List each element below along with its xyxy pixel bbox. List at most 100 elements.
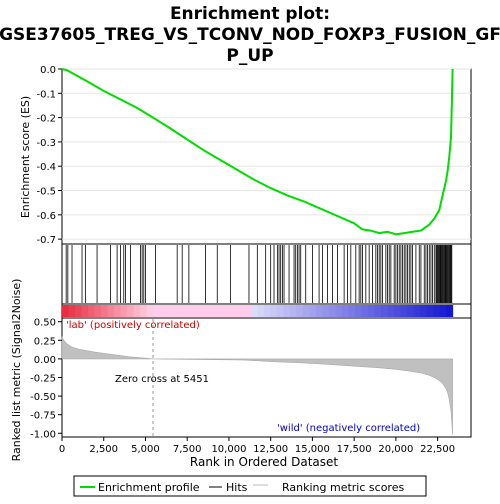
color-bar-segment <box>420 305 428 317</box>
color-bar-segment <box>446 305 454 317</box>
legend-label-ranking: Ranking metric scores <box>282 481 404 494</box>
color-bar-segment <box>322 305 330 317</box>
ranking-y-axis-label: Ranked list metric (Signal2Noise) <box>10 279 23 462</box>
color-bar-segment <box>400 305 408 317</box>
color-bar-segment <box>211 305 219 317</box>
x-axis-label: Rank in Ordered Dataset <box>190 455 338 469</box>
color-bar-segment <box>172 305 180 317</box>
color-bar-segment <box>231 305 239 317</box>
color-bar-segment <box>166 305 174 317</box>
negative-correlation-label: 'wild' (negatively correlated) <box>277 423 420 434</box>
color-bar-segment <box>296 305 304 317</box>
color-bar-segment <box>387 305 395 317</box>
ranking-metric-area <box>61 336 453 435</box>
color-bar-segment <box>133 305 141 317</box>
color-bar-segment <box>276 305 284 317</box>
positive-correlation-label: 'lab' (positively correlated) <box>66 320 200 331</box>
color-bar-segment <box>354 305 362 317</box>
es-line-layer <box>61 68 454 236</box>
legend-label-enrichment: Enrichment profile <box>98 481 200 494</box>
es-y-axis-ticks: 0.0 -0.1 -0.2 -0.3 -0.4 -0.5 -0.6 -0.7 <box>36 65 62 246</box>
es-y-tick-label: -0.3 <box>36 138 56 149</box>
zero-cross-label: Zero cross at 5451 <box>115 374 209 385</box>
color-bar-segment <box>198 305 206 317</box>
x-tick-label: 15,000 <box>295 444 330 455</box>
color-bar-segment <box>407 305 415 317</box>
color-bar-segment <box>433 305 441 317</box>
es-y-tick-label: -0.6 <box>36 211 56 222</box>
ranking-y-tick-label: 0.00 <box>34 355 56 366</box>
color-bar-segment <box>348 305 356 317</box>
color-bar-segment <box>224 305 232 317</box>
color-bar-segment <box>315 305 323 317</box>
color-bar-segment <box>94 305 102 317</box>
es-y-axis-label: Enrichment score (ES) <box>19 96 32 218</box>
color-bar-segment <box>367 305 376 317</box>
ranking-y-tick-label: -0.50 <box>30 392 56 403</box>
x-tick-label: 10,000 <box>211 444 246 455</box>
color-bar-segment <box>153 305 161 317</box>
ranking-panel-frame <box>61 317 472 438</box>
color-bar-segment <box>159 305 167 317</box>
x-axis-ticks: 0 2,500 5,000 7,500 10,000 12,500 15,000 17,500… <box>59 437 455 455</box>
x-tick-label: 0 <box>59 444 65 455</box>
color-bar-segment <box>192 305 200 317</box>
title-line-1: Enrichment plot: <box>170 4 330 24</box>
color-bar-segment <box>289 305 297 317</box>
color-bar-segment <box>361 305 369 317</box>
x-tick-label: 7,500 <box>173 444 202 455</box>
title-line-3: P_UP <box>226 46 273 66</box>
color-bar-segment <box>88 305 96 317</box>
ranking-y-tick-label: -0.75 <box>30 411 56 422</box>
color-bar-segment <box>140 305 148 317</box>
color-bar-segment <box>283 305 291 317</box>
color-bar-segment <box>244 305 252 317</box>
x-tick-label: 20,000 <box>378 444 413 455</box>
color-bar-segment <box>218 305 226 317</box>
ranking-metric-layer <box>61 319 453 436</box>
es-panel-frame <box>61 68 472 245</box>
color-bar-segment <box>413 305 421 317</box>
color-bar-segment <box>107 305 115 317</box>
color-bar-segment <box>62 305 70 317</box>
color-bar-layer <box>62 305 454 317</box>
color-bar-segment <box>257 305 265 317</box>
ranking-y-tick-label: -0.25 <box>30 374 56 385</box>
x-tick-label: 2,500 <box>89 444 118 455</box>
color-bar-segment <box>146 305 154 317</box>
ranking-y-tick-label: -1.00 <box>30 429 56 440</box>
ranking-y-axis-ticks: 0.50 0.25 0.00 -0.25 -0.50 -0.75 -1.00 <box>30 318 62 440</box>
color-bar-segment <box>68 305 76 317</box>
color-bar-segment <box>341 305 349 317</box>
color-bar-segment <box>237 305 245 317</box>
x-tick-label: 5,000 <box>131 444 160 455</box>
es-y-tick-label: -0.1 <box>36 89 56 100</box>
enrichment-profile-line <box>61 68 454 236</box>
color-bar-segment <box>81 305 89 317</box>
color-bar-segment <box>75 305 83 317</box>
color-bar-segment <box>328 305 336 317</box>
color-bar-segment <box>179 305 187 317</box>
ranking-y-tick-label: 0.25 <box>34 336 56 347</box>
color-bar-segment <box>309 305 317 317</box>
color-bar-segment <box>127 305 135 317</box>
color-bar-segment <box>426 305 434 317</box>
es-y-tick-label: -0.5 <box>36 187 56 198</box>
x-tick-label: 22,500 <box>420 444 455 455</box>
color-bar-segment <box>120 305 128 317</box>
color-bar-segment <box>374 305 382 317</box>
hits-panel-frame <box>61 243 472 305</box>
es-y-tick-label: 0.0 <box>40 65 56 76</box>
es-gridlines <box>62 68 471 240</box>
color-bar-segment <box>270 305 278 317</box>
legend-label-hits: Hits <box>226 481 248 494</box>
ranking-y-tick-label: 0.50 <box>34 318 56 329</box>
color-bar-segment <box>302 305 310 317</box>
color-bar-segment <box>250 305 258 317</box>
color-bar-segment <box>205 305 213 317</box>
color-bar-segment <box>114 305 122 317</box>
hits-layer <box>65 245 453 303</box>
color-bar-segment <box>381 305 389 317</box>
color-bar-segment <box>101 305 109 317</box>
